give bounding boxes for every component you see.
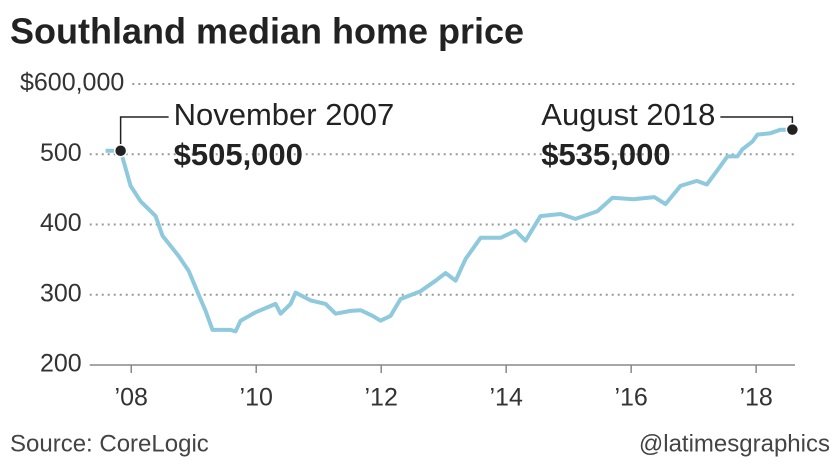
- x-tick-label: ’12: [365, 384, 398, 412]
- x-tick-label: ’18: [739, 384, 772, 412]
- line: [105, 127, 793, 334]
- annotation-value: $505,000: [174, 137, 303, 172]
- x-tick-label: ’16: [614, 384, 647, 412]
- annotation-value: $535,000: [541, 137, 670, 172]
- y-tick-label: $600,000: [20, 69, 124, 97]
- annotation-dot: [113, 143, 128, 158]
- annotation-label: November 2007: [174, 97, 395, 132]
- y-tick-label: 500: [40, 139, 82, 167]
- source: Source: CoreLogic: [10, 430, 209, 457]
- credit: @latimesgraphics: [639, 430, 830, 457]
- leader-line: [119, 116, 169, 151]
- annotation-dot: [785, 122, 800, 137]
- chart-title: Southland median home price: [10, 11, 524, 52]
- x-tick-label: ’10: [240, 384, 273, 412]
- x-tick-label: ’14: [489, 384, 522, 412]
- y-tick-label: 400: [40, 209, 82, 237]
- annotation-label: August 2018: [541, 97, 715, 132]
- y-tick-label: 200: [40, 350, 82, 378]
- x-tick-label: ’08: [115, 384, 148, 412]
- y-tick-label: 300: [40, 279, 82, 307]
